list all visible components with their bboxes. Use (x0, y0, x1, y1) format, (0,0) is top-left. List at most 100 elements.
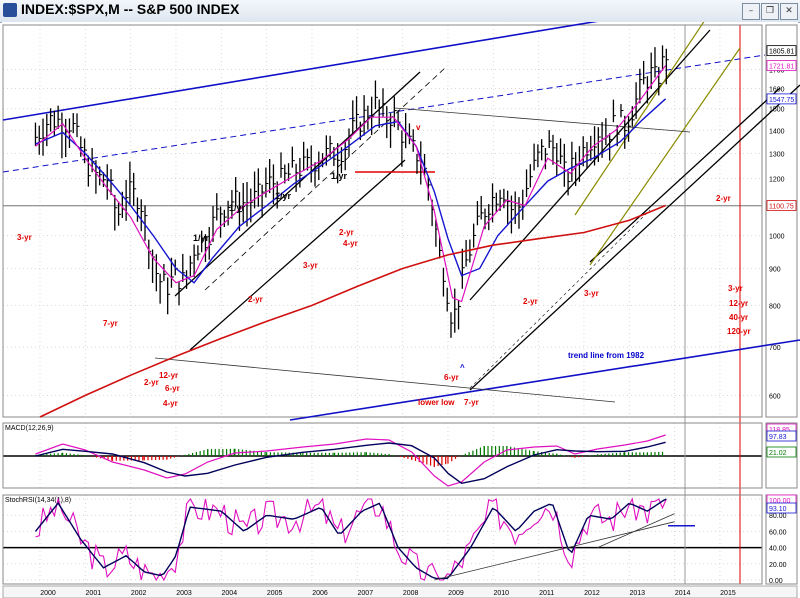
price-value-label: 1100.75 (769, 204, 794, 211)
price-value-label-box (766, 93, 797, 105)
y-tick-label: 1600 (769, 87, 785, 94)
upper-trend-line (2, 22, 598, 121)
stochrsi-k-line (35, 496, 667, 582)
price-bars (34, 45, 669, 338)
panel-frame (2, 494, 763, 585)
macd-value-label-box (766, 446, 797, 458)
trend-lines (2, 22, 800, 421)
y-tick-label: 800 (769, 303, 781, 310)
channel-lower-1 (189, 159, 406, 351)
macd-title: MACD(12,26,9) (5, 425, 54, 432)
channel-mid-1 (204, 67, 446, 291)
y-tick-label: 20.00 (769, 562, 787, 569)
macd-value-label: 21.02 (769, 450, 787, 457)
thin-line-2 (394, 107, 691, 133)
cycle-label-red: 2-yr (523, 297, 538, 306)
price-value-label: 1721.81 (769, 64, 794, 71)
annotation-blue: trend line from 1982 (568, 351, 645, 360)
y-tick-label: 60.00 (769, 529, 787, 536)
cycle-label-black: 1/yr (275, 191, 292, 201)
cycle-label-red: 3-yr (728, 284, 743, 293)
x-tick-label: 2002 (131, 590, 147, 597)
macd-line (35, 434, 666, 487)
panel-frame (2, 422, 763, 489)
panel-frame (2, 24, 763, 418)
y-tick-label: 600 (769, 393, 781, 400)
x-tick-label: 2004 (222, 590, 238, 597)
cycle-label-black: 1/yr (331, 171, 348, 181)
x-axis: 2000 2001 2002 2003 2004 2005 2006 2007 2008 2009… (40, 590, 736, 597)
close-icon[interactable]: ✕ (780, 3, 798, 20)
x-tick-label: 2007 (358, 590, 374, 597)
axis-frame (765, 24, 798, 418)
cycle-label-red: 40-yr (729, 313, 748, 322)
x-tick-label: 2010 (494, 590, 510, 597)
x-tick-label: 2005 (267, 590, 283, 597)
x-tick-label: 2009 (448, 590, 464, 597)
annotation-blue: ^ (460, 363, 465, 372)
x-tick-label: 2013 (630, 590, 646, 597)
price-value-label: 1547.75 (769, 97, 794, 104)
cycle-label-red: 6-yr (444, 373, 459, 382)
cycle-label-red: 2-yr (144, 378, 159, 387)
stochrsi-value-label: 100.00 (769, 498, 791, 505)
macd-value-label: 118.85 (769, 427, 790, 434)
stoch-trend-line (597, 513, 675, 548)
y-tick-label: 1500 (769, 107, 785, 114)
cycle-label-red: 12-yr (729, 299, 748, 308)
price-value-label-box (766, 45, 797, 57)
x-tick-label: 2014 (675, 590, 691, 597)
stochrsi-value-label: 93.10 (769, 506, 787, 513)
cycle-label-red: 120-yr (727, 327, 751, 336)
y-tick-label: 1400 (769, 128, 785, 135)
macd-panel: MACD(12,26,9) (5, 425, 666, 487)
ma-blue-line (35, 98, 667, 284)
macd-value-label-box (766, 430, 797, 442)
y-tick-label: 1700 (769, 68, 785, 75)
thin-line-1 (154, 357, 616, 403)
cycle-label-red: lower low (418, 398, 455, 407)
title-bar: INDEX:$SPX,M -- S&P 500 INDEX – ❐ ✕ (0, 0, 800, 23)
minimize-icon[interactable]: – (742, 3, 760, 20)
x-axis-strip (2, 585, 798, 598)
macd-signal-line (35, 441, 666, 485)
x-tick-label: 2011 (539, 590, 554, 597)
y-tick-label: 700 (769, 345, 781, 352)
chart-canvas: 6007008009001000110012001300140015001600… (2, 22, 800, 598)
ma-red-line (39, 204, 666, 418)
olive-line-2 (589, 47, 741, 266)
x-tick-label: 2000 (40, 590, 56, 597)
cycle-label-red: v (416, 123, 421, 132)
y-tick-label: 1200 (769, 177, 785, 184)
cycle-label-black: 1/yr (229, 203, 246, 213)
cycle-label-red: 3-yr (584, 289, 599, 298)
channel-lower-3 (589, 87, 781, 263)
y-tick-label: 80.00 (769, 513, 787, 520)
y-tick-label: 1000 (769, 234, 785, 241)
ma-magenta-line (35, 65, 667, 303)
app-icon (3, 3, 17, 17)
cycle-label-red: 2-yr (716, 194, 731, 203)
x-tick-label: 2006 (312, 590, 328, 597)
x-tick-label: 2015 (720, 590, 736, 597)
stochrsi-title: StochRSI(14,34(1),8) (5, 497, 71, 504)
y-tick-label: 1300 (769, 151, 785, 158)
stochrsi-value-label-box (766, 502, 797, 514)
y-tick-label: 0.00 (769, 578, 783, 585)
channel-lower-2 (469, 84, 800, 391)
cycle-label-black: 1/yr (193, 233, 210, 243)
cycle-label-red: 2-yr (339, 228, 354, 237)
cycle-label-red: 12-yr (159, 371, 178, 380)
dotted-line (469, 209, 651, 389)
annotations: 1/yr1/yr1/yr1/yr3-yr7-yr12-yr2-yr6-yr4-y… (17, 123, 751, 408)
stochrsi-d-line (34, 498, 667, 580)
price-value-label: 1805.81 (769, 49, 794, 56)
restore-icon[interactable]: ❐ (761, 3, 779, 20)
cycle-label-red: 4-yr (343, 239, 358, 248)
cycle-label-red: 6-yr (165, 384, 180, 393)
cycle-label-red: 2-yr (248, 295, 263, 304)
trend-line-from-1982 (289, 339, 800, 421)
channel-upper-2 (469, 29, 711, 301)
